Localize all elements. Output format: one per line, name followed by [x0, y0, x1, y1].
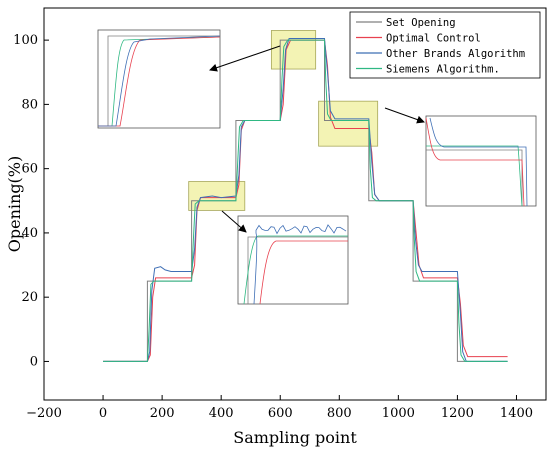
legend-box: [349, 11, 541, 79]
x-tick-label-6: 1000: [382, 406, 415, 421]
arrow-middle: [221, 210, 247, 233]
x-tick-label-8: 1400: [500, 406, 533, 421]
x-tick-label-4: 600: [268, 406, 293, 421]
inset-top-left: [97, 29, 221, 129]
y-axis-title: Opening(%): [5, 156, 24, 252]
y-tick-label-5: 100: [13, 33, 38, 48]
arrow-right: [384, 107, 425, 124]
legend: Set Opening Optimal Control Other Brands A…: [349, 11, 541, 79]
inset-middle: [237, 215, 349, 305]
zoom-arrows: [209, 45, 425, 233]
x-tick-label-7: 1200: [441, 406, 474, 421]
x-axis-title: Sampling point: [233, 428, 357, 447]
arrow-top: [209, 45, 281, 72]
zoom-insets: [97, 29, 537, 305]
legend-label-3: Other Brands Algorithm: [386, 48, 525, 60]
y-tick-label-0: 0: [30, 354, 38, 369]
y-tick-label-4: 80: [21, 97, 38, 112]
y-tick-label-3: 60: [21, 162, 38, 177]
x-tick-label-3: 400: [209, 406, 234, 421]
highlight-box-3: [318, 100, 379, 147]
x-tick-label-1: 0: [99, 406, 107, 421]
legend-label-2: Optimal Control: [386, 33, 481, 45]
inset-right: [425, 115, 537, 207]
highlight-box-2: [270, 30, 317, 70]
x-tick-label-0: −200: [26, 406, 62, 421]
y-tick-label-2: 40: [21, 226, 38, 241]
legend-label-4: Siemens Algorithm.: [386, 64, 500, 76]
y-tick-label-1: 20: [21, 290, 38, 305]
series-line-3: [103, 38, 508, 362]
series-line-4: [103, 39, 508, 362]
plot-frame: [43, 7, 547, 401]
series-layer: [103, 38, 508, 362]
x-tick-label-5: 800: [327, 406, 352, 421]
axis-ticks: −200 0 200 400 600 800 1000 1200 1400 0 20 40 60 80 10…: [13, 33, 533, 421]
legend-label-1: Set Opening: [386, 17, 456, 29]
x-tick-label-2: 200: [150, 406, 175, 421]
